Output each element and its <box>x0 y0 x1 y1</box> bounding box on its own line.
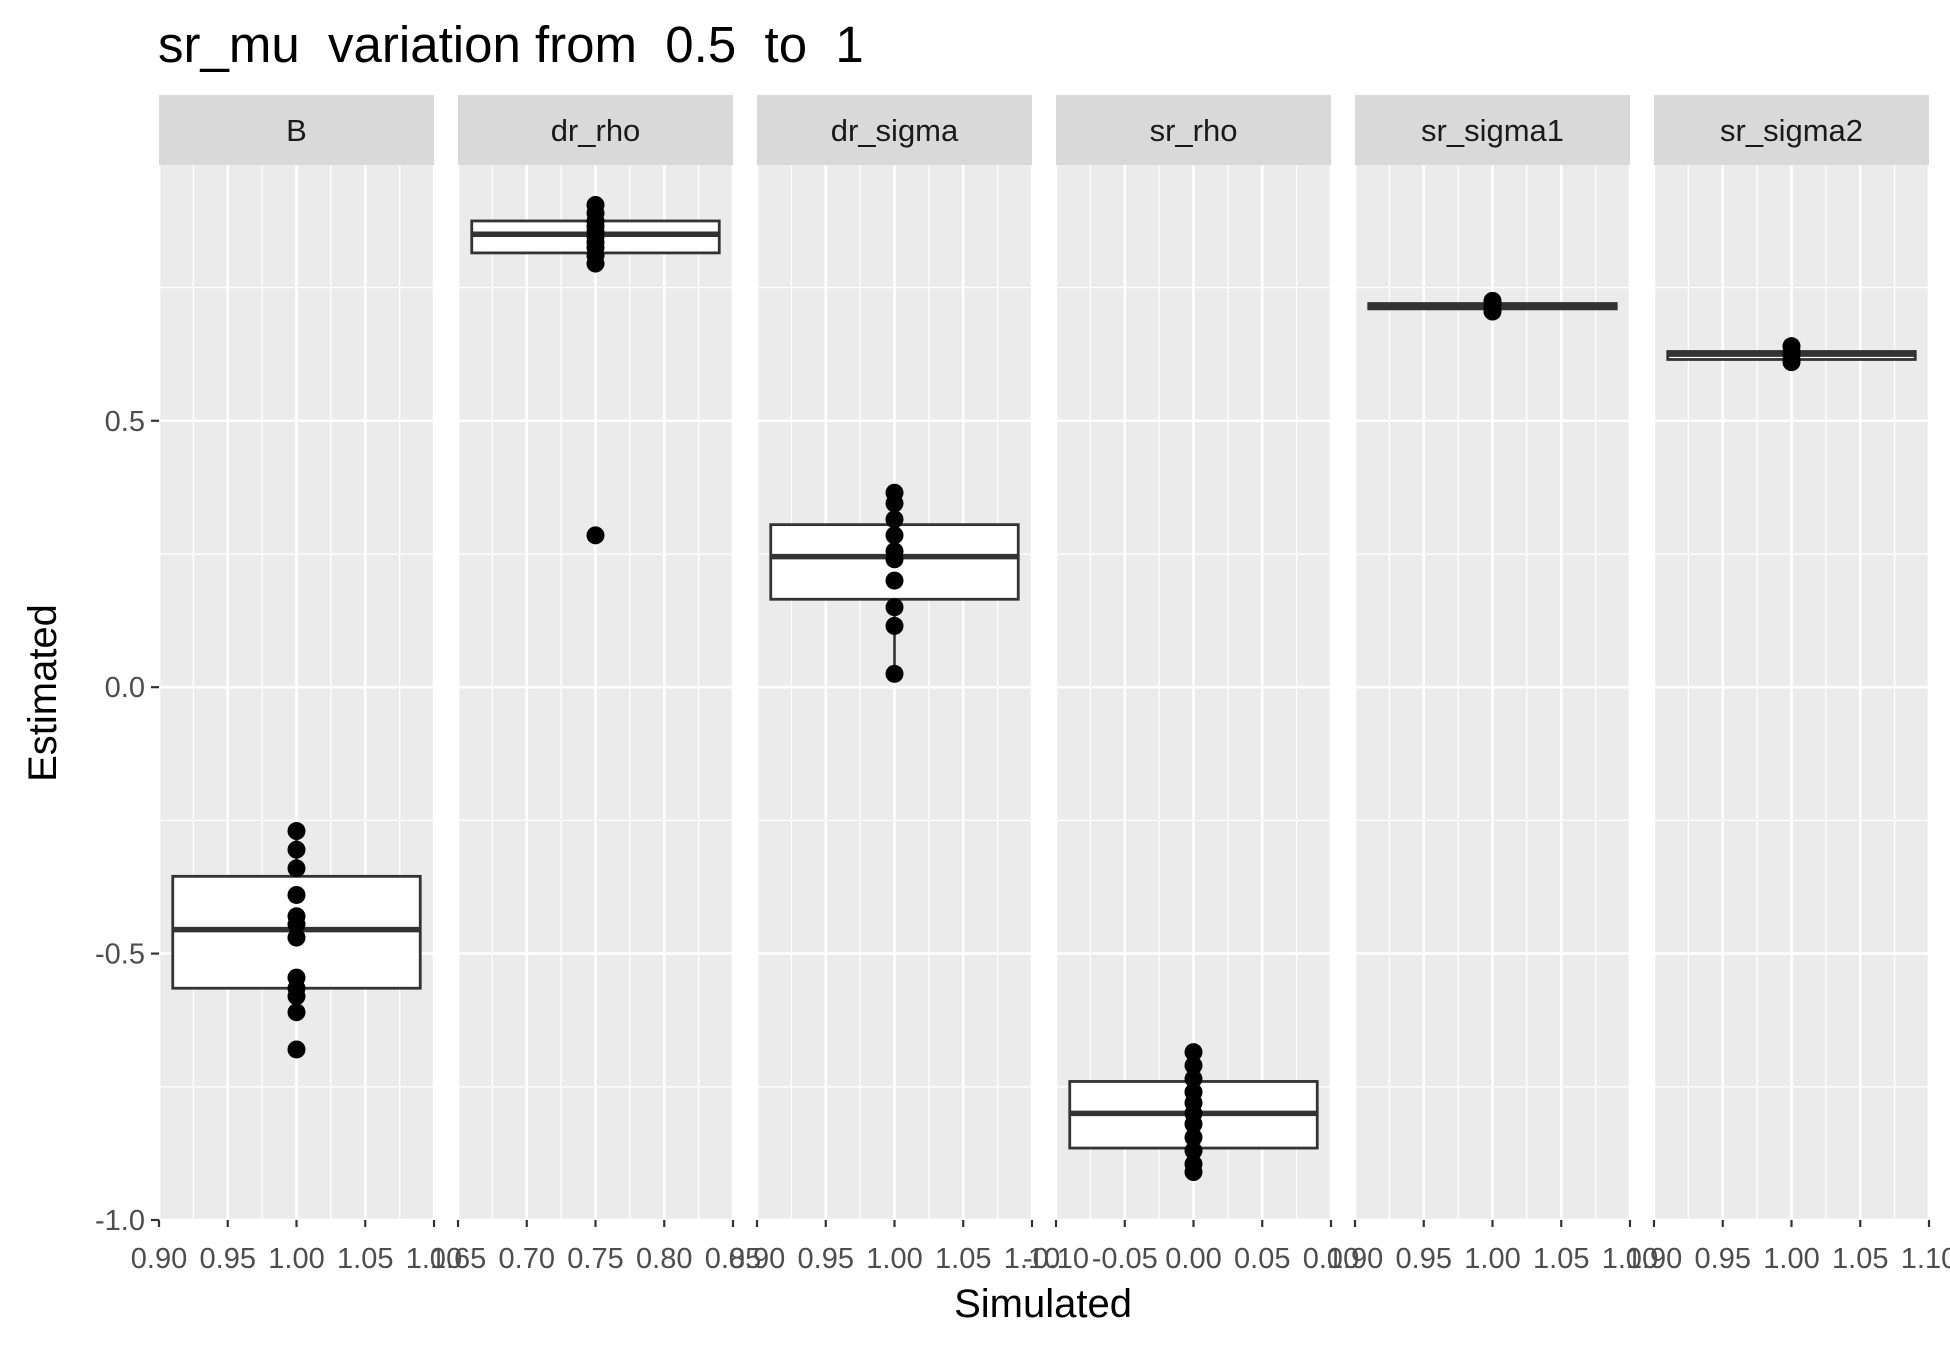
y-tick-label: -1.0 <box>95 1205 145 1237</box>
facet-panel-sr_sigma2: sr_sigma2 0.90 0.95 1.00 1.05 1.10 <box>1626 95 1950 1275</box>
facet-strip-label: dr_sigma <box>831 113 959 148</box>
facet-panels: B 0.90 0.95 1.00 1.05 1.10 dr_rho 0.65 0.70 0.75 0… <box>131 95 1950 1275</box>
x-tick-label: 0.00 <box>1165 1243 1221 1275</box>
y-axis-title: Estimated <box>21 604 65 782</box>
data-point <box>287 1040 306 1059</box>
data-point <box>1184 1069 1203 1088</box>
data-point <box>885 571 904 590</box>
panel-contents <box>757 165 1032 1220</box>
facet-panel-sr_sigma1: sr_sigma1 0.90 0.95 1.00 1.05 1.10 <box>1327 95 1658 1275</box>
facet-strip <box>458 95 733 165</box>
data-point <box>1184 1115 1203 1134</box>
y-tick-label: -0.5 <box>95 939 145 971</box>
data-point <box>586 254 605 273</box>
data-point <box>885 550 904 569</box>
x-tick-label: 1.05 <box>1832 1243 1888 1275</box>
facet-strip-label: dr_rho <box>551 113 641 148</box>
x-tick-label: 1.10 <box>406 1243 462 1275</box>
panel-contents <box>1056 165 1331 1220</box>
x-tick-label: 0.95 <box>1695 1243 1751 1275</box>
data-point <box>287 885 306 904</box>
x-tick-label: 1.05 <box>337 1243 393 1275</box>
data-point <box>287 987 306 1006</box>
data-point <box>1483 302 1502 321</box>
facet-strip <box>757 95 1032 165</box>
x-tick-label: 0.80 <box>636 1243 692 1275</box>
facet-panel-dr_sigma: dr_sigma 0.90 0.95 1.00 1.05 1.10 <box>729 95 1060 1275</box>
data-point <box>885 598 904 617</box>
x-tick-label: 0.90 <box>729 1243 785 1275</box>
x-tick-label: 1.00 <box>268 1243 324 1275</box>
facet-strip-label: sr_sigma2 <box>1720 113 1863 148</box>
facet-panel-B: B 0.90 0.95 1.00 1.05 1.10 <box>131 95 462 1275</box>
x-tick-label: -0.10 <box>1023 1243 1089 1275</box>
data-point <box>287 822 306 841</box>
data-point <box>885 664 904 683</box>
data-point <box>1184 1056 1203 1075</box>
y-tick-label: 0.5 <box>105 406 145 438</box>
data-point <box>1184 1163 1203 1182</box>
facet-strip <box>1056 95 1331 165</box>
x-tick-label: 1.05 <box>935 1243 991 1275</box>
y-axis: -1.0 -0.5 0.0 0.5 <box>95 406 159 1237</box>
facet-panel-sr_rho: sr_rho -0.10 -0.05 0.00 0.05 0.10 <box>1023 95 1359 1275</box>
panel-contents <box>1654 165 1929 1220</box>
x-tick-label: 0.95 <box>1396 1243 1452 1275</box>
data-point <box>287 840 306 859</box>
data-point <box>1184 1043 1203 1062</box>
x-tick-label: 1.05 <box>1533 1243 1589 1275</box>
x-tick-label: 1.10 <box>1602 1243 1658 1275</box>
facet-strip-label: sr_rho <box>1150 113 1238 148</box>
x-tick-label: 1.10 <box>1901 1243 1950 1275</box>
facet-panel-dr_rho: dr_rho 0.65 0.70 0.75 0.80 0.85 <box>430 95 761 1275</box>
x-tick-label: 1.00 <box>1464 1243 1520 1275</box>
facet-strip <box>1654 95 1929 165</box>
facet-strip-label: sr_sigma1 <box>1421 113 1564 148</box>
data-point <box>1184 1141 1203 1160</box>
x-tick-label: 0.05 <box>1234 1243 1290 1275</box>
facet-strip <box>159 95 434 165</box>
facet-strip <box>1355 95 1630 165</box>
x-tick-label: 1.10 <box>1004 1243 1060 1275</box>
x-tick-label: 1.00 <box>866 1243 922 1275</box>
data-point <box>885 510 904 529</box>
data-point <box>586 526 605 545</box>
x-tick-label: 0.90 <box>1327 1243 1383 1275</box>
panel-contents <box>1355 165 1630 1220</box>
facet-strip-label: B <box>286 113 307 148</box>
x-tick-label: 0.90 <box>1626 1243 1682 1275</box>
data-point <box>287 928 306 947</box>
data-point <box>1782 353 1801 372</box>
x-tick-label: 0.90 <box>131 1243 187 1275</box>
chart-title: sr_mu variation from 0.5 to 1 <box>158 16 864 73</box>
x-tick-label: 0.75 <box>567 1243 623 1275</box>
x-tick-label: 0.65 <box>430 1243 486 1275</box>
x-tick-label: 0.95 <box>798 1243 854 1275</box>
x-axis-title: Simulated <box>954 1282 1132 1326</box>
panel-contents <box>159 165 434 1220</box>
x-tick-label: 0.85 <box>705 1243 761 1275</box>
data-point <box>287 915 306 934</box>
data-point <box>287 1003 306 1022</box>
y-tick-label: 0.0 <box>105 672 145 704</box>
data-point <box>885 616 904 635</box>
x-tick-label: 0.70 <box>499 1243 555 1275</box>
x-tick-label: 0.95 <box>200 1243 256 1275</box>
data-point <box>885 526 904 545</box>
data-point <box>287 859 306 878</box>
data-point <box>885 494 904 513</box>
x-tick-label: 0.10 <box>1303 1243 1359 1275</box>
panel-contents <box>458 165 733 1220</box>
data-point <box>1184 1128 1203 1147</box>
x-tick-label: -0.05 <box>1092 1243 1158 1275</box>
x-tick-label: 1.00 <box>1763 1243 1819 1275</box>
